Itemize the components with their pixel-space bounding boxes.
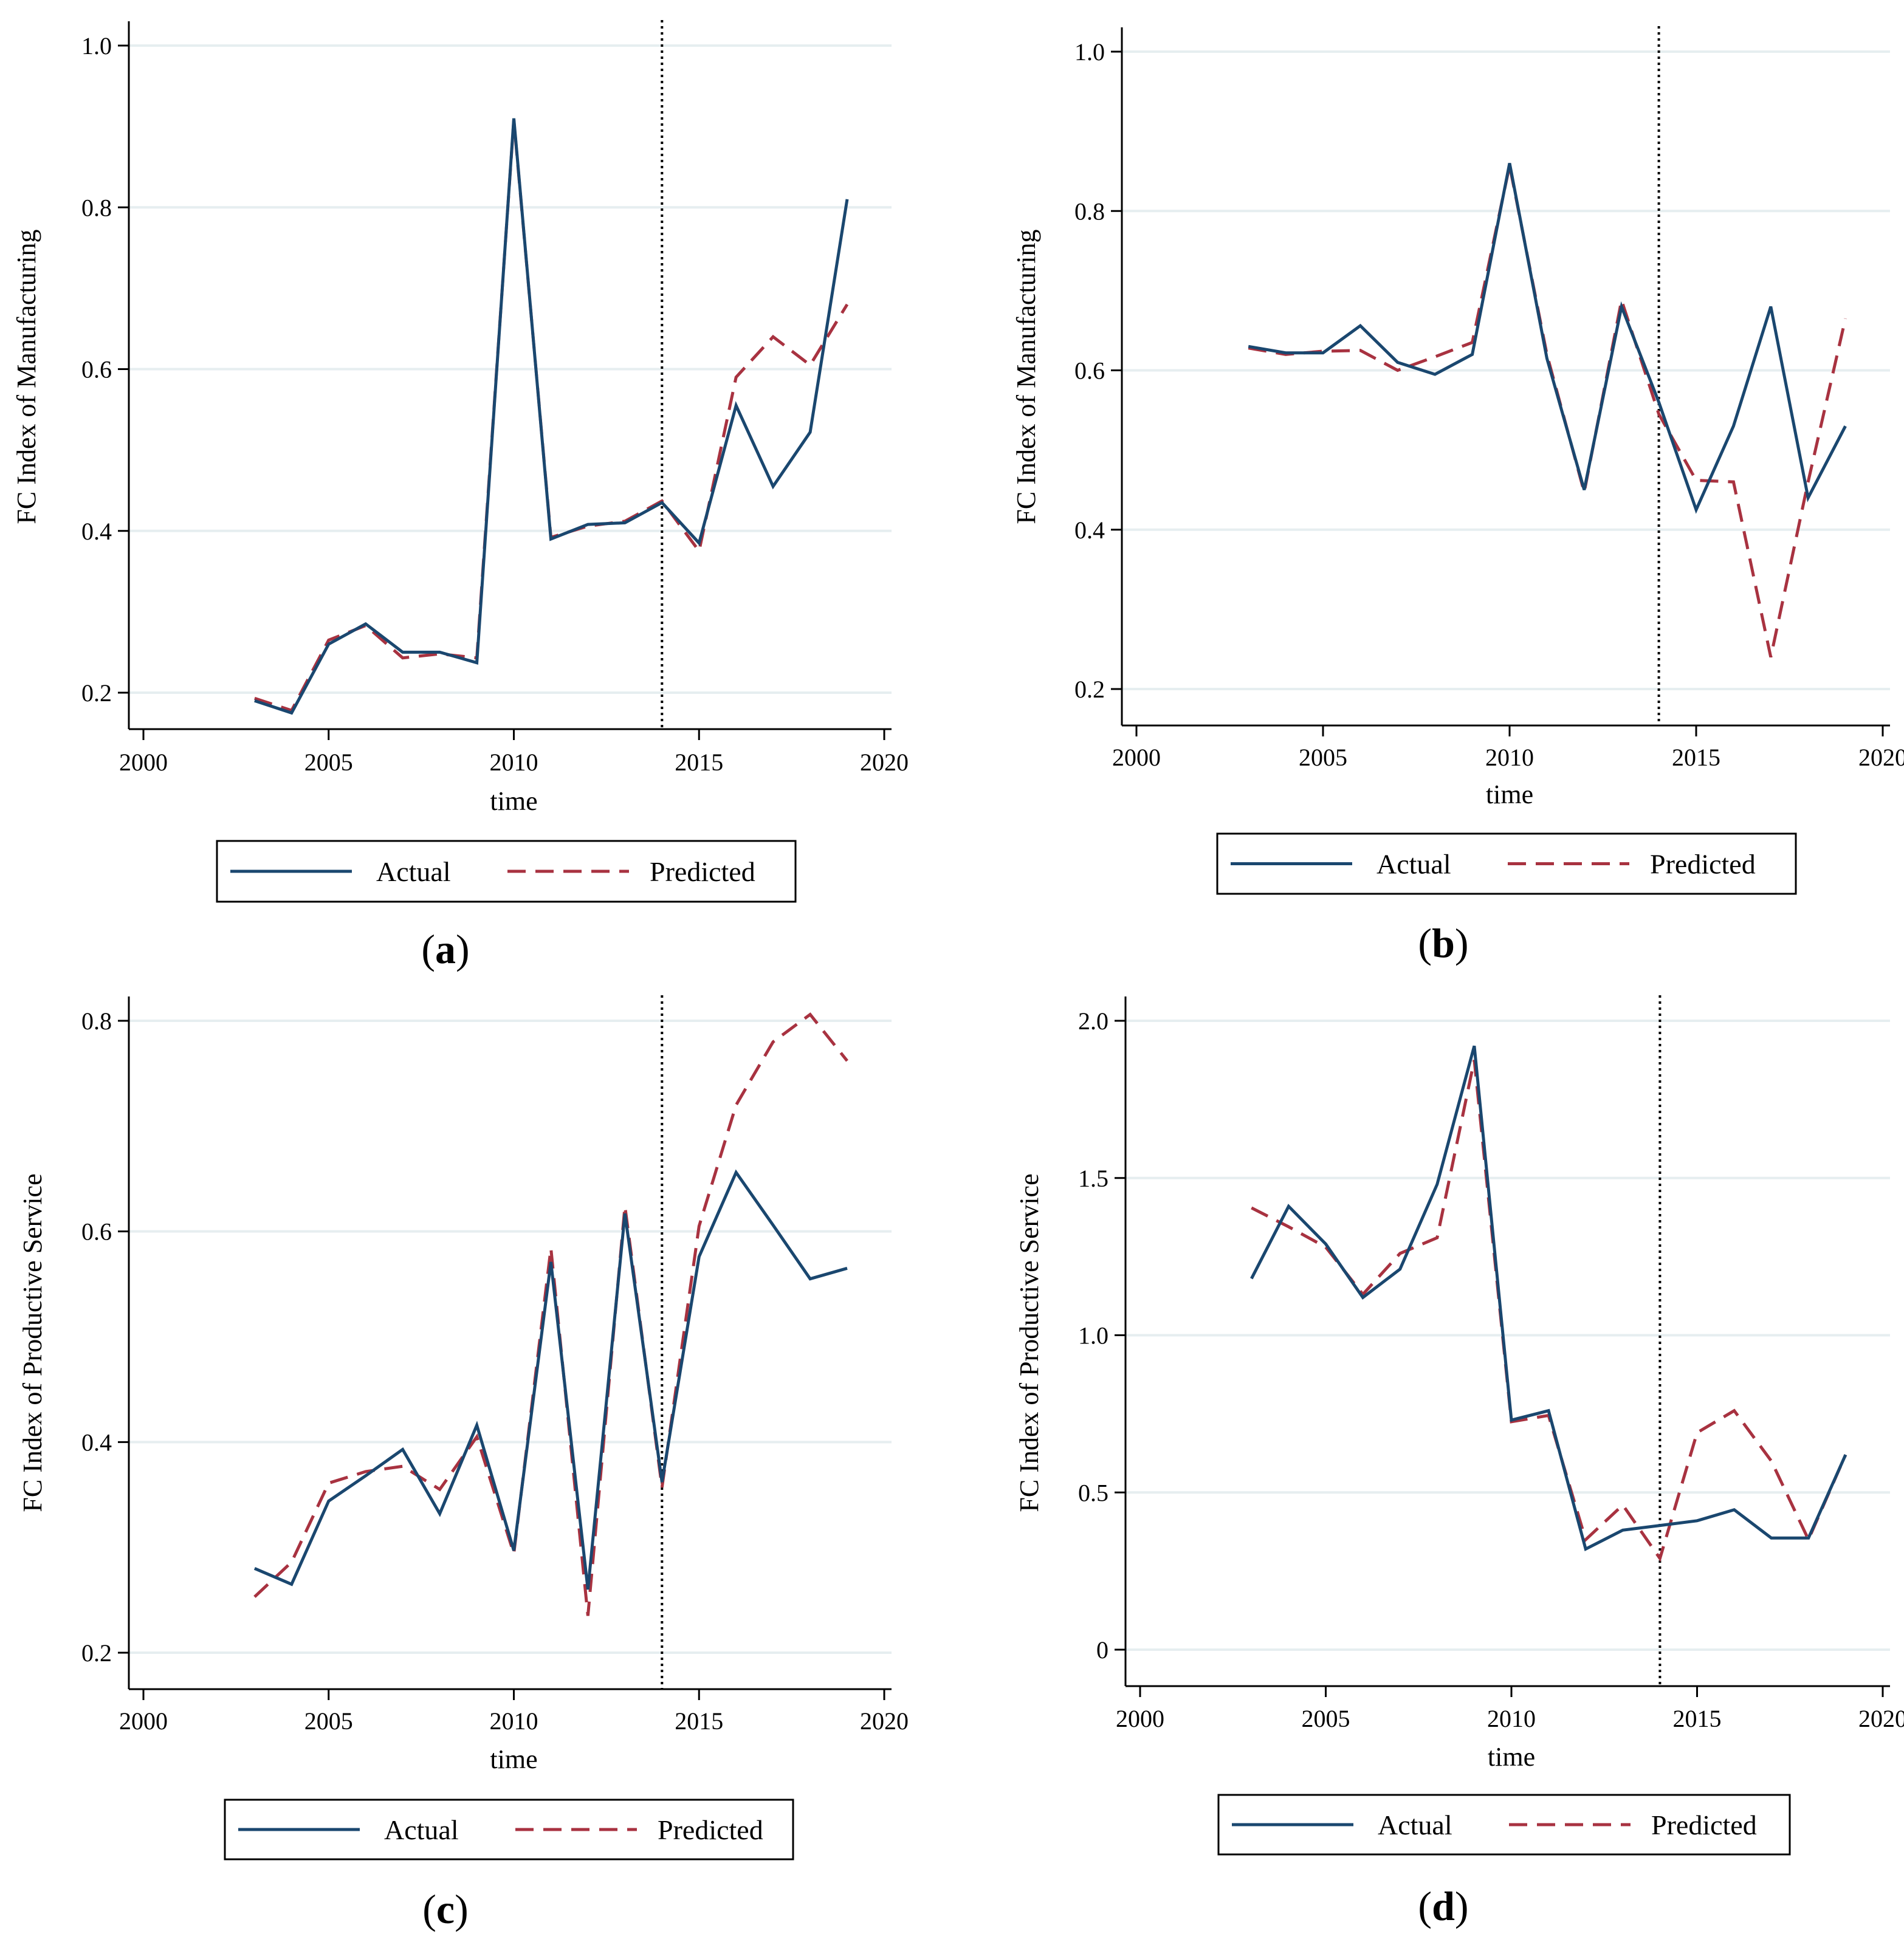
y-tick-label: 0.5 bbox=[1078, 1479, 1108, 1506]
x-tick-label: 2020 bbox=[1858, 1705, 1904, 1732]
y-tick-label: 0.4 bbox=[81, 1428, 112, 1456]
legend-label-predicted: Predicted bbox=[658, 1814, 763, 1845]
y-tick-label: 0.2 bbox=[81, 679, 112, 707]
x-tick-label: 2005 bbox=[1299, 744, 1347, 771]
y-axis-title: FC Index of Manufacturing bbox=[1011, 229, 1041, 524]
x-tick-label: 2015 bbox=[675, 749, 723, 776]
x-tick-label: 2000 bbox=[1112, 744, 1161, 771]
legend-label-predicted: Predicted bbox=[1651, 1809, 1757, 1840]
series-line-predicted bbox=[1248, 165, 1847, 658]
y-tick-label: 0 bbox=[1096, 1636, 1108, 1664]
y-axis-title: FC Index of Productive Service bbox=[1014, 1173, 1044, 1512]
panel-a: 0.2 0.4 0.6 0.8 1.0 2000 2005 2010 2015 2020 time F… bbox=[12, 20, 909, 972]
panel-label: (b) bbox=[1418, 920, 1468, 966]
series-line-actual bbox=[1248, 163, 1847, 514]
y-tick-label: 0.6 bbox=[1074, 357, 1105, 385]
x-tick-label: 2000 bbox=[119, 1707, 168, 1735]
y-tick-label: 0.4 bbox=[1074, 516, 1105, 544]
legend-label-predicted: Predicted bbox=[1650, 849, 1756, 880]
panel-d: 0 0.5 1.0 1.5 2.0 2000 2005 2010 2015 2020 time FC … bbox=[1014, 995, 1904, 1929]
panel-c: 0.2 0.4 0.6 0.8 2000 2005 2010 2015 2020 time FC I… bbox=[18, 995, 909, 1932]
series-line-actual bbox=[253, 1169, 848, 1590]
y-tick-label: 0.2 bbox=[1074, 676, 1105, 703]
y-tick-label: 0.4 bbox=[81, 518, 112, 545]
x-tick-label: 2015 bbox=[675, 1707, 723, 1735]
series-line-actual bbox=[1250, 1045, 1847, 1552]
y-tick-label: 0.6 bbox=[81, 1218, 112, 1246]
x-axis-title: time bbox=[490, 1744, 537, 1774]
legend-label-predicted: Predicted bbox=[650, 856, 755, 887]
panel-b: 0.2 0.4 0.6 0.8 1.0 2000 2005 2010 2015 2020 time F… bbox=[1011, 26, 1904, 966]
x-tick-label: 2010 bbox=[1485, 744, 1534, 771]
legend: Actual Predicted bbox=[216, 840, 797, 903]
x-tick-label: 2005 bbox=[304, 1707, 353, 1735]
series-line-actual bbox=[254, 118, 849, 715]
y-axis-title: FC Index of Productive Service bbox=[18, 1173, 47, 1512]
legend-label-actual: Actual bbox=[1378, 1809, 1452, 1840]
x-tick-label: 2010 bbox=[1487, 1705, 1536, 1732]
y-tick-label: 0.6 bbox=[81, 356, 112, 383]
x-tick-label: 2010 bbox=[490, 749, 538, 776]
legend-label-actual: Actual bbox=[376, 856, 451, 887]
y-tick-label: 0.8 bbox=[81, 194, 112, 221]
x-tick-label: 2005 bbox=[304, 749, 353, 776]
panel-label: (d) bbox=[1418, 1883, 1468, 1929]
y-tick-label: 1.0 bbox=[1074, 38, 1105, 66]
y-tick-label: 0.8 bbox=[1074, 197, 1105, 225]
y-tick-label: 1.0 bbox=[1078, 1322, 1108, 1350]
legend-label-actual: Actual bbox=[1376, 849, 1451, 880]
x-tick-label: 2005 bbox=[1302, 1705, 1350, 1732]
x-axis-title: time bbox=[1488, 1742, 1535, 1772]
y-tick-label: 0.8 bbox=[81, 1007, 112, 1035]
panel-label: (a) bbox=[421, 926, 469, 972]
y-tick-label: 1.0 bbox=[81, 32, 112, 60]
x-axis-title: time bbox=[490, 786, 537, 816]
y-axis-title: FC Index of Manufacturing bbox=[12, 229, 41, 524]
x-tick-label: 2020 bbox=[860, 1707, 909, 1735]
legend: Actual Predicted bbox=[1217, 1794, 1791, 1856]
x-tick-label: 2000 bbox=[1116, 1705, 1164, 1732]
x-tick-label: 2015 bbox=[1672, 744, 1720, 771]
legend: Actual Predicted bbox=[1216, 832, 1797, 895]
x-tick-label: 2000 bbox=[119, 749, 168, 776]
x-tick-label: 2020 bbox=[860, 749, 909, 776]
legend: Actual Predicted bbox=[224, 1799, 794, 1861]
legend-label-actual: Actual bbox=[384, 1814, 459, 1845]
x-tick-label: 2020 bbox=[1858, 744, 1904, 771]
panel-label: (c) bbox=[422, 1886, 469, 1932]
x-axis-title: time bbox=[1486, 780, 1533, 809]
y-tick-label: 0.2 bbox=[81, 1639, 112, 1667]
x-tick-label: 2015 bbox=[1673, 1705, 1722, 1732]
y-tick-label: 2.0 bbox=[1078, 1007, 1108, 1035]
x-tick-label: 2010 bbox=[490, 1707, 538, 1735]
y-tick-label: 1.5 bbox=[1078, 1165, 1108, 1192]
